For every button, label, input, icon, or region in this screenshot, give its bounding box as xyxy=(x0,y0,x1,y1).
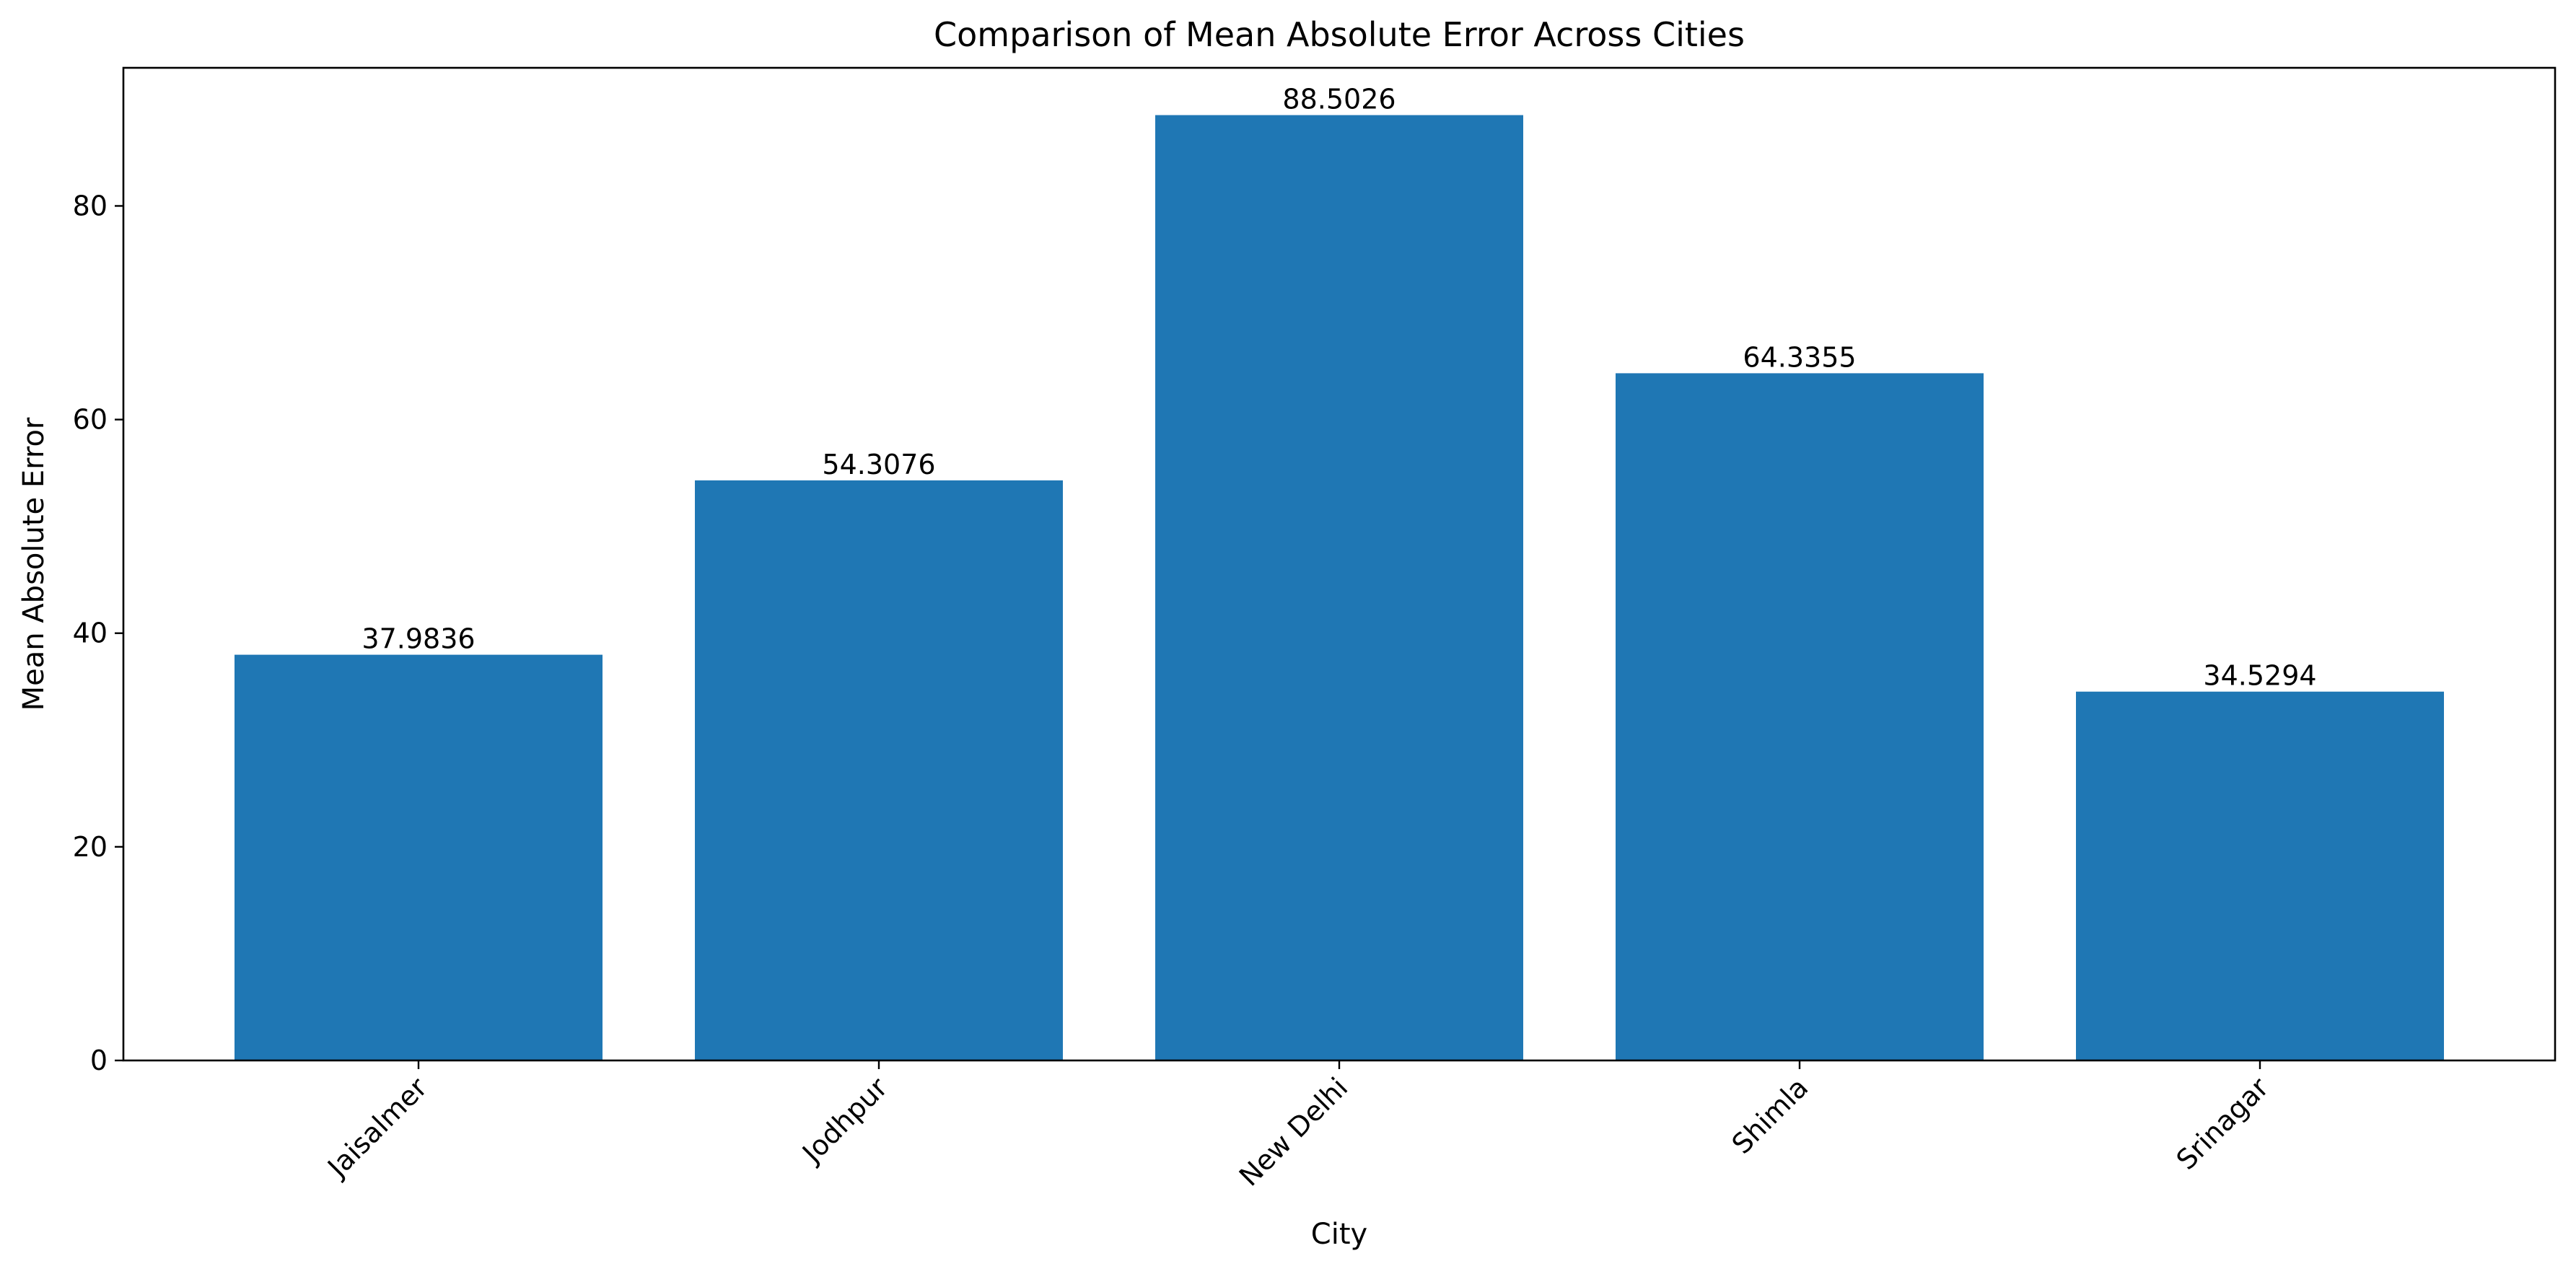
x-tick-label: New Delhi xyxy=(1233,1071,1354,1192)
bar-value-label: 64.3355 xyxy=(1743,341,1856,373)
chart-title: Comparison of Mean Absolute Error Across… xyxy=(934,15,1745,54)
y-tick-label: 20 xyxy=(73,831,108,863)
bar-value-label: 37.9836 xyxy=(362,623,475,655)
bar-value-label: 54.3076 xyxy=(822,449,935,480)
bar-shimla xyxy=(1616,373,1984,1060)
y-tick-label: 40 xyxy=(73,618,108,649)
x-tick-label: Jaisalmer xyxy=(320,1071,433,1184)
x-axis: Jaisalmer Jodhpur New Delhi Shimla Srinagar xyxy=(320,1060,2275,1192)
y-tick-label: 80 xyxy=(73,190,108,221)
bar-srinagar xyxy=(2076,691,2444,1060)
bars-layer xyxy=(235,115,2444,1061)
x-tick-label: Jodhpur xyxy=(795,1071,893,1169)
y-axis: 0 20 40 60 80 xyxy=(73,190,123,1076)
y-axis-label: Mean Absolute Error xyxy=(17,417,51,711)
bar-value-label: 88.5026 xyxy=(1282,84,1396,115)
y-tick-label: 60 xyxy=(73,404,108,436)
bar-jodhpur xyxy=(695,480,1063,1060)
bar-value-labels: 37.9836 54.3076 88.5026 64.3355 34.5294 xyxy=(362,84,2316,692)
y-tick-label: 0 xyxy=(90,1045,108,1076)
x-tick-label: Srinagar xyxy=(2170,1071,2275,1176)
bar-new-delhi xyxy=(1155,115,1523,1061)
bar-value-label: 34.5294 xyxy=(2203,660,2316,692)
bar-jaisalmer xyxy=(235,654,603,1060)
x-axis-label: City xyxy=(1311,1218,1367,1251)
x-tick-label: Shimla xyxy=(1726,1071,1815,1160)
